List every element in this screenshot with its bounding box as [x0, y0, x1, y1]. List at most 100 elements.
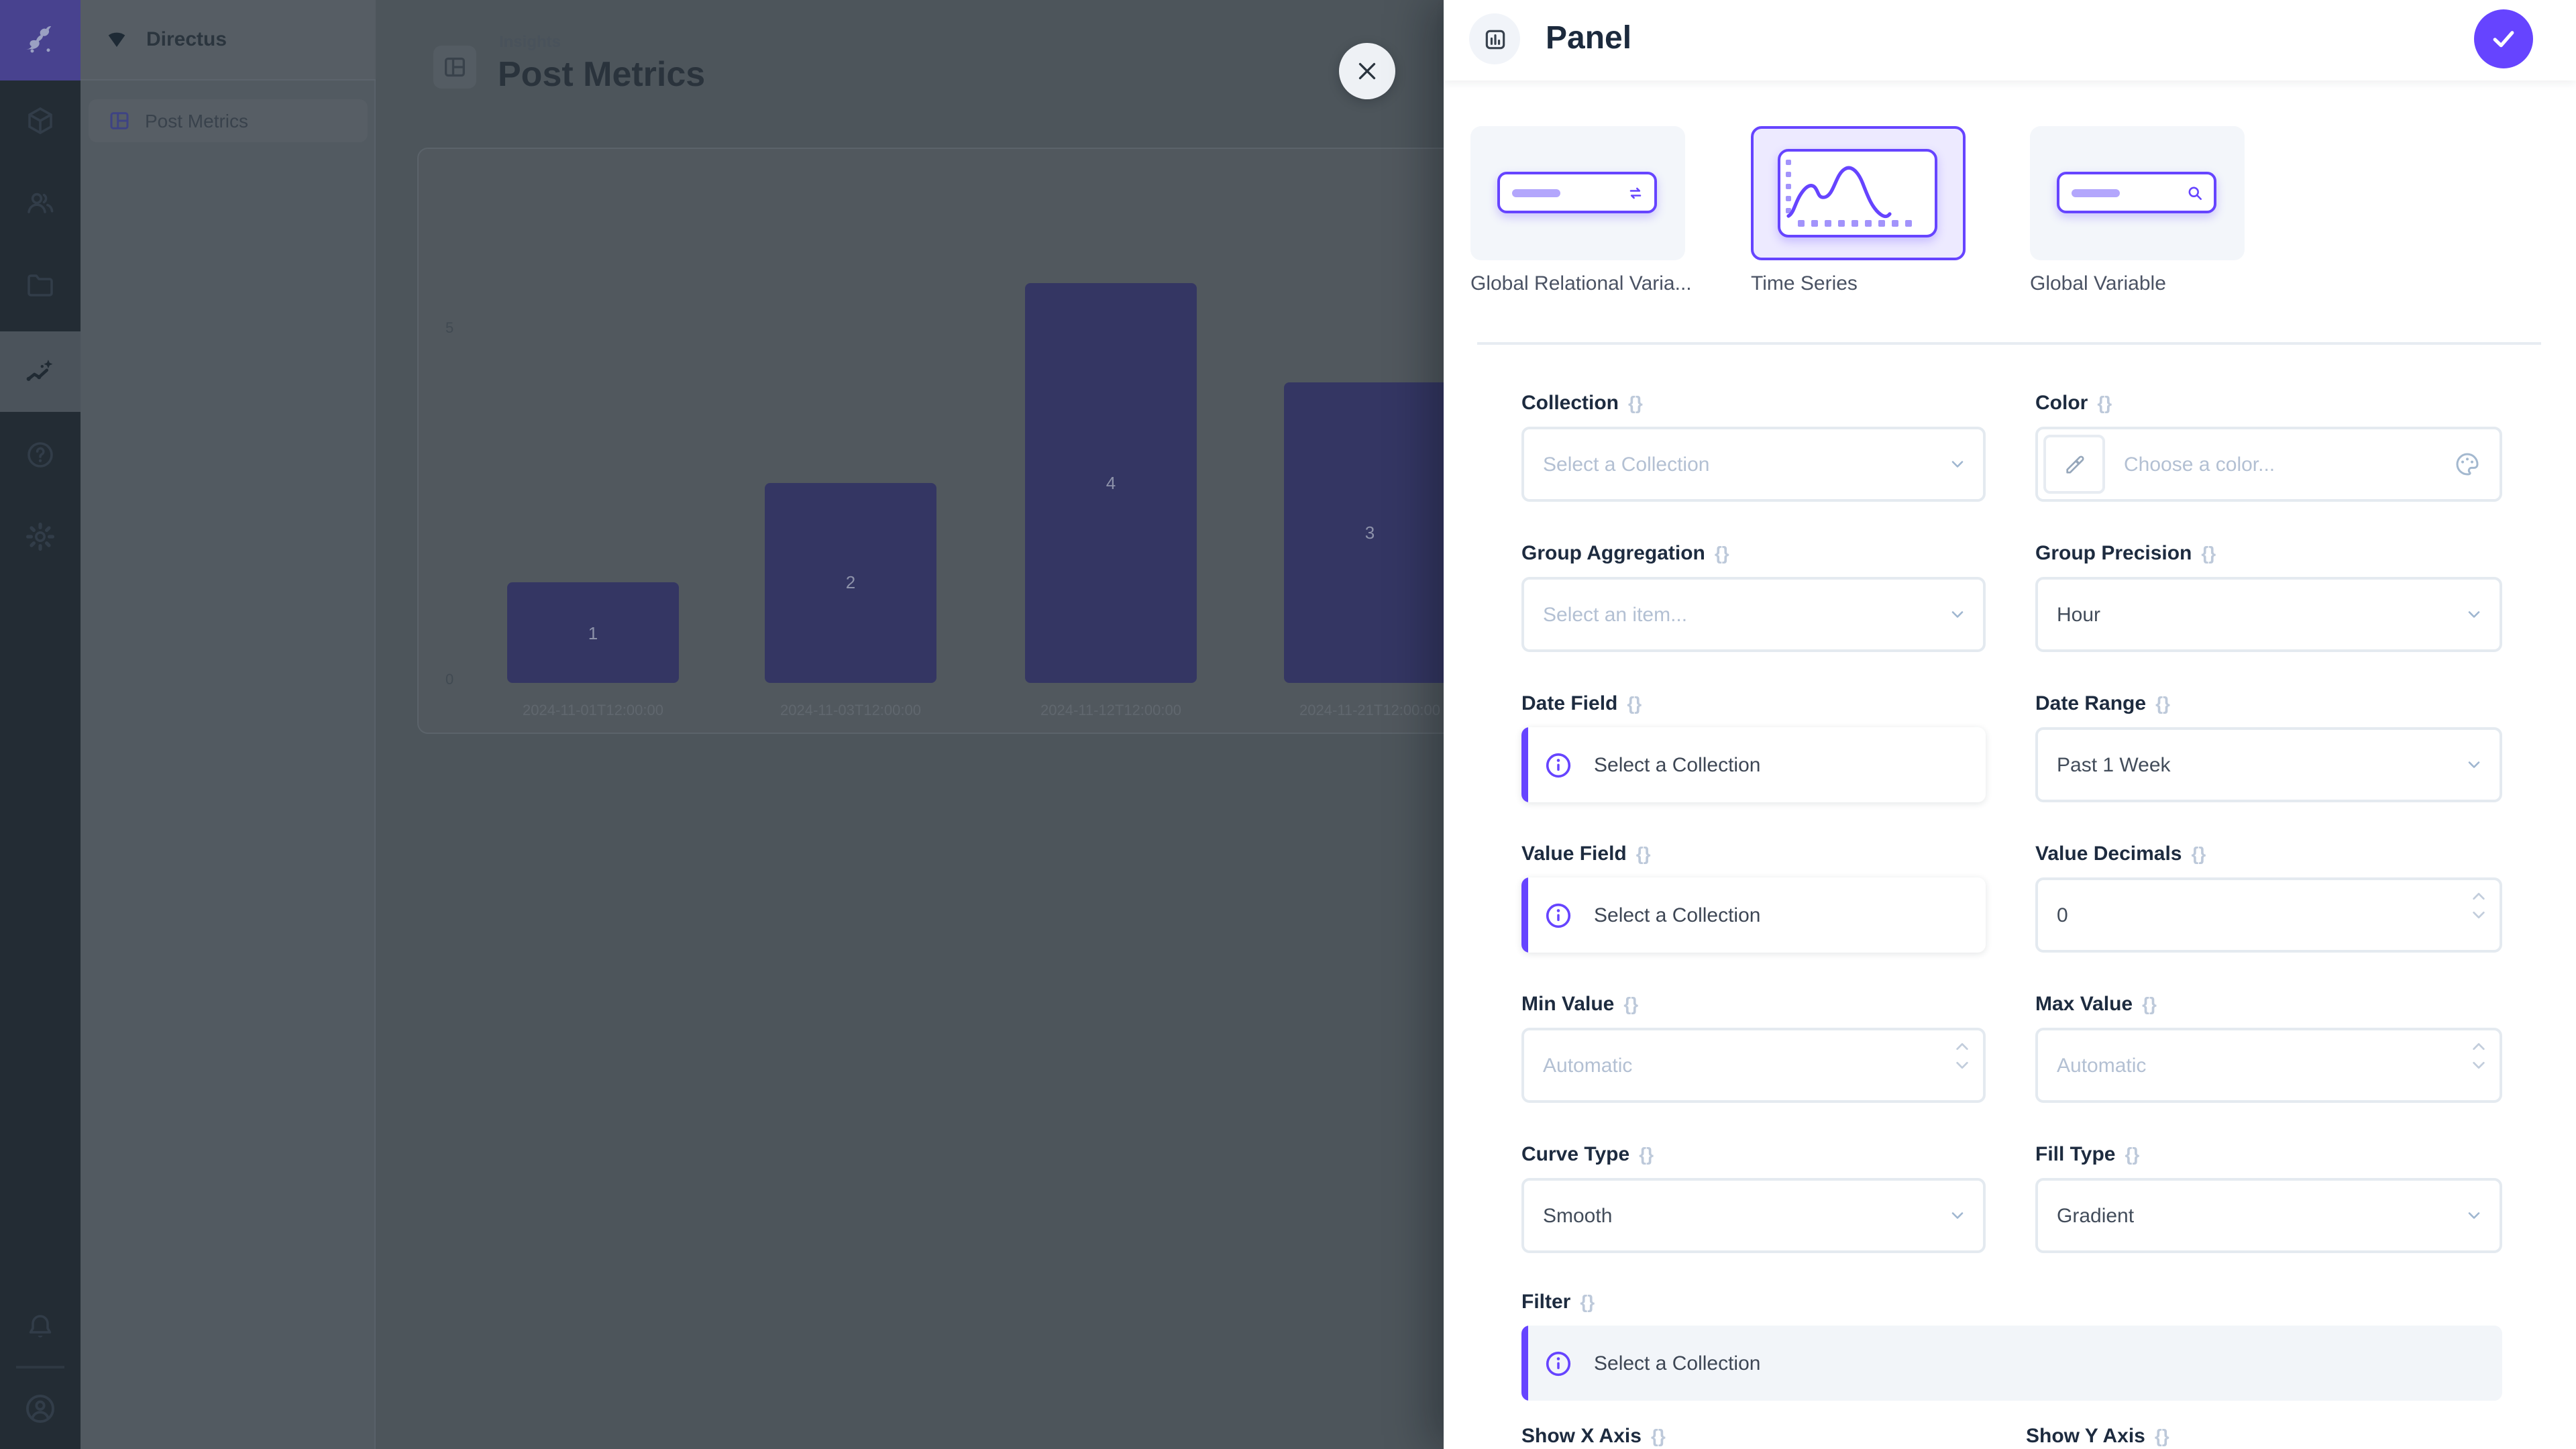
interpolation-icon: {} — [1636, 843, 1651, 864]
info-icon — [1544, 751, 1572, 779]
panel-type-time-series[interactable] — [1751, 126, 1966, 260]
date-range-select[interactable]: Past 1 Week — [2035, 727, 2502, 802]
interpolation-icon: {} — [1628, 392, 1643, 413]
files-module-button[interactable] — [0, 246, 80, 326]
fill-type-select[interactable]: Gradient — [2035, 1178, 2502, 1253]
relational-variable-illustration — [1497, 172, 1657, 213]
stepper-down-icon[interactable] — [2471, 910, 2486, 920]
field-value-field: Value Field {} Select a Collection — [1521, 843, 1986, 953]
field-label: Date Range — [2035, 692, 2146, 715]
chevron-down-icon — [1948, 605, 1967, 624]
stepper-up-icon[interactable] — [2471, 1041, 2486, 1052]
field-show-x-axis: Show X Axis{} — [1521, 1425, 1986, 1449]
insights-module-button[interactable] — [0, 331, 80, 412]
interpolation-icon: {} — [1639, 1143, 1654, 1165]
field-curve-type: Curve Type{} Smooth — [1521, 1143, 1986, 1253]
group-aggregation-select[interactable]: Select an item... — [1521, 577, 1986, 652]
field-label: Filter — [1521, 1291, 1570, 1313]
interpolation-icon: {} — [1627, 692, 1642, 714]
panel-type-label: Global Relational Varia... — [1470, 272, 1692, 295]
bell-icon — [24, 1311, 56, 1343]
number-steppers[interactable] — [2471, 891, 2486, 920]
content-module-button[interactable] — [0, 80, 80, 161]
stepper-up-icon[interactable] — [1955, 1041, 1970, 1052]
field-value-decimals: Value Decimals{} — [2035, 843, 2502, 953]
panel-type-label: Time Series — [1751, 272, 1858, 295]
max-value-control — [2035, 1028, 2502, 1103]
interpolation-icon: {} — [2142, 993, 2157, 1014]
collection-select[interactable]: Select a Collection — [1521, 427, 1986, 502]
group-precision-select[interactable]: Hour — [2035, 577, 2502, 652]
panel-drawer: Panel Global Relational Varia... — [1444, 0, 2576, 1449]
min-value-input[interactable] — [1524, 1030, 1983, 1100]
project-chooser[interactable]: Directus — [80, 0, 376, 80]
folder-icon — [24, 270, 56, 302]
gear-icon — [24, 521, 56, 553]
number-steppers[interactable] — [2471, 1041, 2486, 1071]
time-series-panel[interactable]: 5 0 12024-11-01T12:00:0022024-11-03T12:0… — [417, 148, 1491, 734]
field-min-value: Min Value{} — [1521, 993, 1986, 1103]
box-icon — [24, 105, 56, 137]
notifications-button[interactable] — [0, 1287, 80, 1367]
swap-arrows-icon — [1626, 184, 1645, 203]
navigation-sidebar: Directus Post Metrics — [80, 0, 376, 1449]
sidebar-item-label: Post Metrics — [145, 110, 248, 131]
value-decimals-input[interactable] — [2038, 880, 2500, 950]
user-menu-button[interactable] — [0, 1368, 80, 1449]
field-filter: Filter{} Select a Collection — [1521, 1291, 2502, 1401]
eyedropper-icon — [2063, 453, 2086, 476]
field-group-precision: Group Precision{} Hour — [2035, 542, 2502, 652]
number-steppers[interactable] — [1955, 1041, 1970, 1071]
panel-type-global-variable[interactable] — [2030, 126, 2245, 260]
interpolation-icon: {} — [2125, 1143, 2139, 1165]
info-icon — [1544, 1349, 1572, 1377]
info-icon — [1544, 901, 1572, 929]
filter-notice: Select a Collection — [1521, 1326, 2502, 1401]
save-button[interactable] — [2474, 9, 2533, 68]
field-label: Show Y Axis — [2026, 1425, 2145, 1448]
avatar-icon — [23, 1391, 58, 1426]
chevron-down-icon — [2465, 755, 2483, 774]
field-color: Color{} Choose a color... — [2035, 392, 2502, 502]
color-input[interactable]: Choose a color... — [2035, 427, 2502, 502]
field-label: Group Precision — [2035, 542, 2192, 565]
search-icon — [2186, 184, 2204, 203]
field-label: Group Aggregation — [1521, 542, 1705, 565]
close-button[interactable] — [1339, 43, 1395, 99]
breadcrumb[interactable]: Insights — [499, 32, 561, 51]
x-axis-tick-label: 2024-11-12T12:00:00 — [1040, 703, 1181, 719]
placeholder-pill — [2072, 189, 2120, 197]
directus-app: Directus Post Metrics Insights Post Metr… — [0, 0, 2576, 1449]
users-module-button[interactable] — [0, 162, 80, 243]
page-title: Post Metrics — [498, 54, 705, 95]
chevron-down-icon — [2465, 605, 2483, 624]
field-label: Date Field — [1521, 692, 1617, 715]
directus-rabbit-icon — [20, 20, 60, 60]
eyedropper-button[interactable] — [2043, 435, 2105, 494]
bar-value-label: 1 — [588, 623, 598, 643]
project-logo-icon — [103, 28, 130, 52]
interpolation-icon: {} — [2191, 843, 2206, 864]
palette-icon[interactable] — [2454, 451, 2481, 478]
chevron-down-icon — [2465, 1206, 2483, 1225]
y-axis-tick-min: 0 — [445, 672, 453, 688]
sidebar-item-post-metrics[interactable]: Post Metrics — [89, 99, 368, 142]
chevron-down-icon — [1948, 455, 1967, 474]
curve-type-select[interactable]: Smooth — [1521, 1178, 1986, 1253]
bar-value-label: 3 — [1365, 523, 1375, 543]
panel-type-global-relational-variable[interactable] — [1470, 126, 1685, 260]
stepper-up-icon[interactable] — [2471, 891, 2486, 902]
help-module-button[interactable] — [0, 415, 80, 495]
value-field-notice: Select a Collection — [1521, 877, 1986, 953]
max-value-input[interactable] — [2038, 1030, 2500, 1100]
insert-chart-icon — [1482, 26, 1507, 52]
field-label: Value Field — [1521, 843, 1627, 865]
settings-module-button[interactable] — [0, 496, 80, 577]
x-axis-tick-label: 2024-11-03T12:00:00 — [780, 703, 921, 719]
directus-logo-button[interactable] — [0, 0, 80, 80]
field-label: Show X Axis — [1521, 1425, 1642, 1448]
field-collection: Collection{} Select a Collection — [1521, 392, 1986, 502]
stepper-down-icon[interactable] — [1955, 1060, 1970, 1071]
close-icon — [1355, 59, 1379, 83]
stepper-down-icon[interactable] — [2471, 1060, 2486, 1071]
